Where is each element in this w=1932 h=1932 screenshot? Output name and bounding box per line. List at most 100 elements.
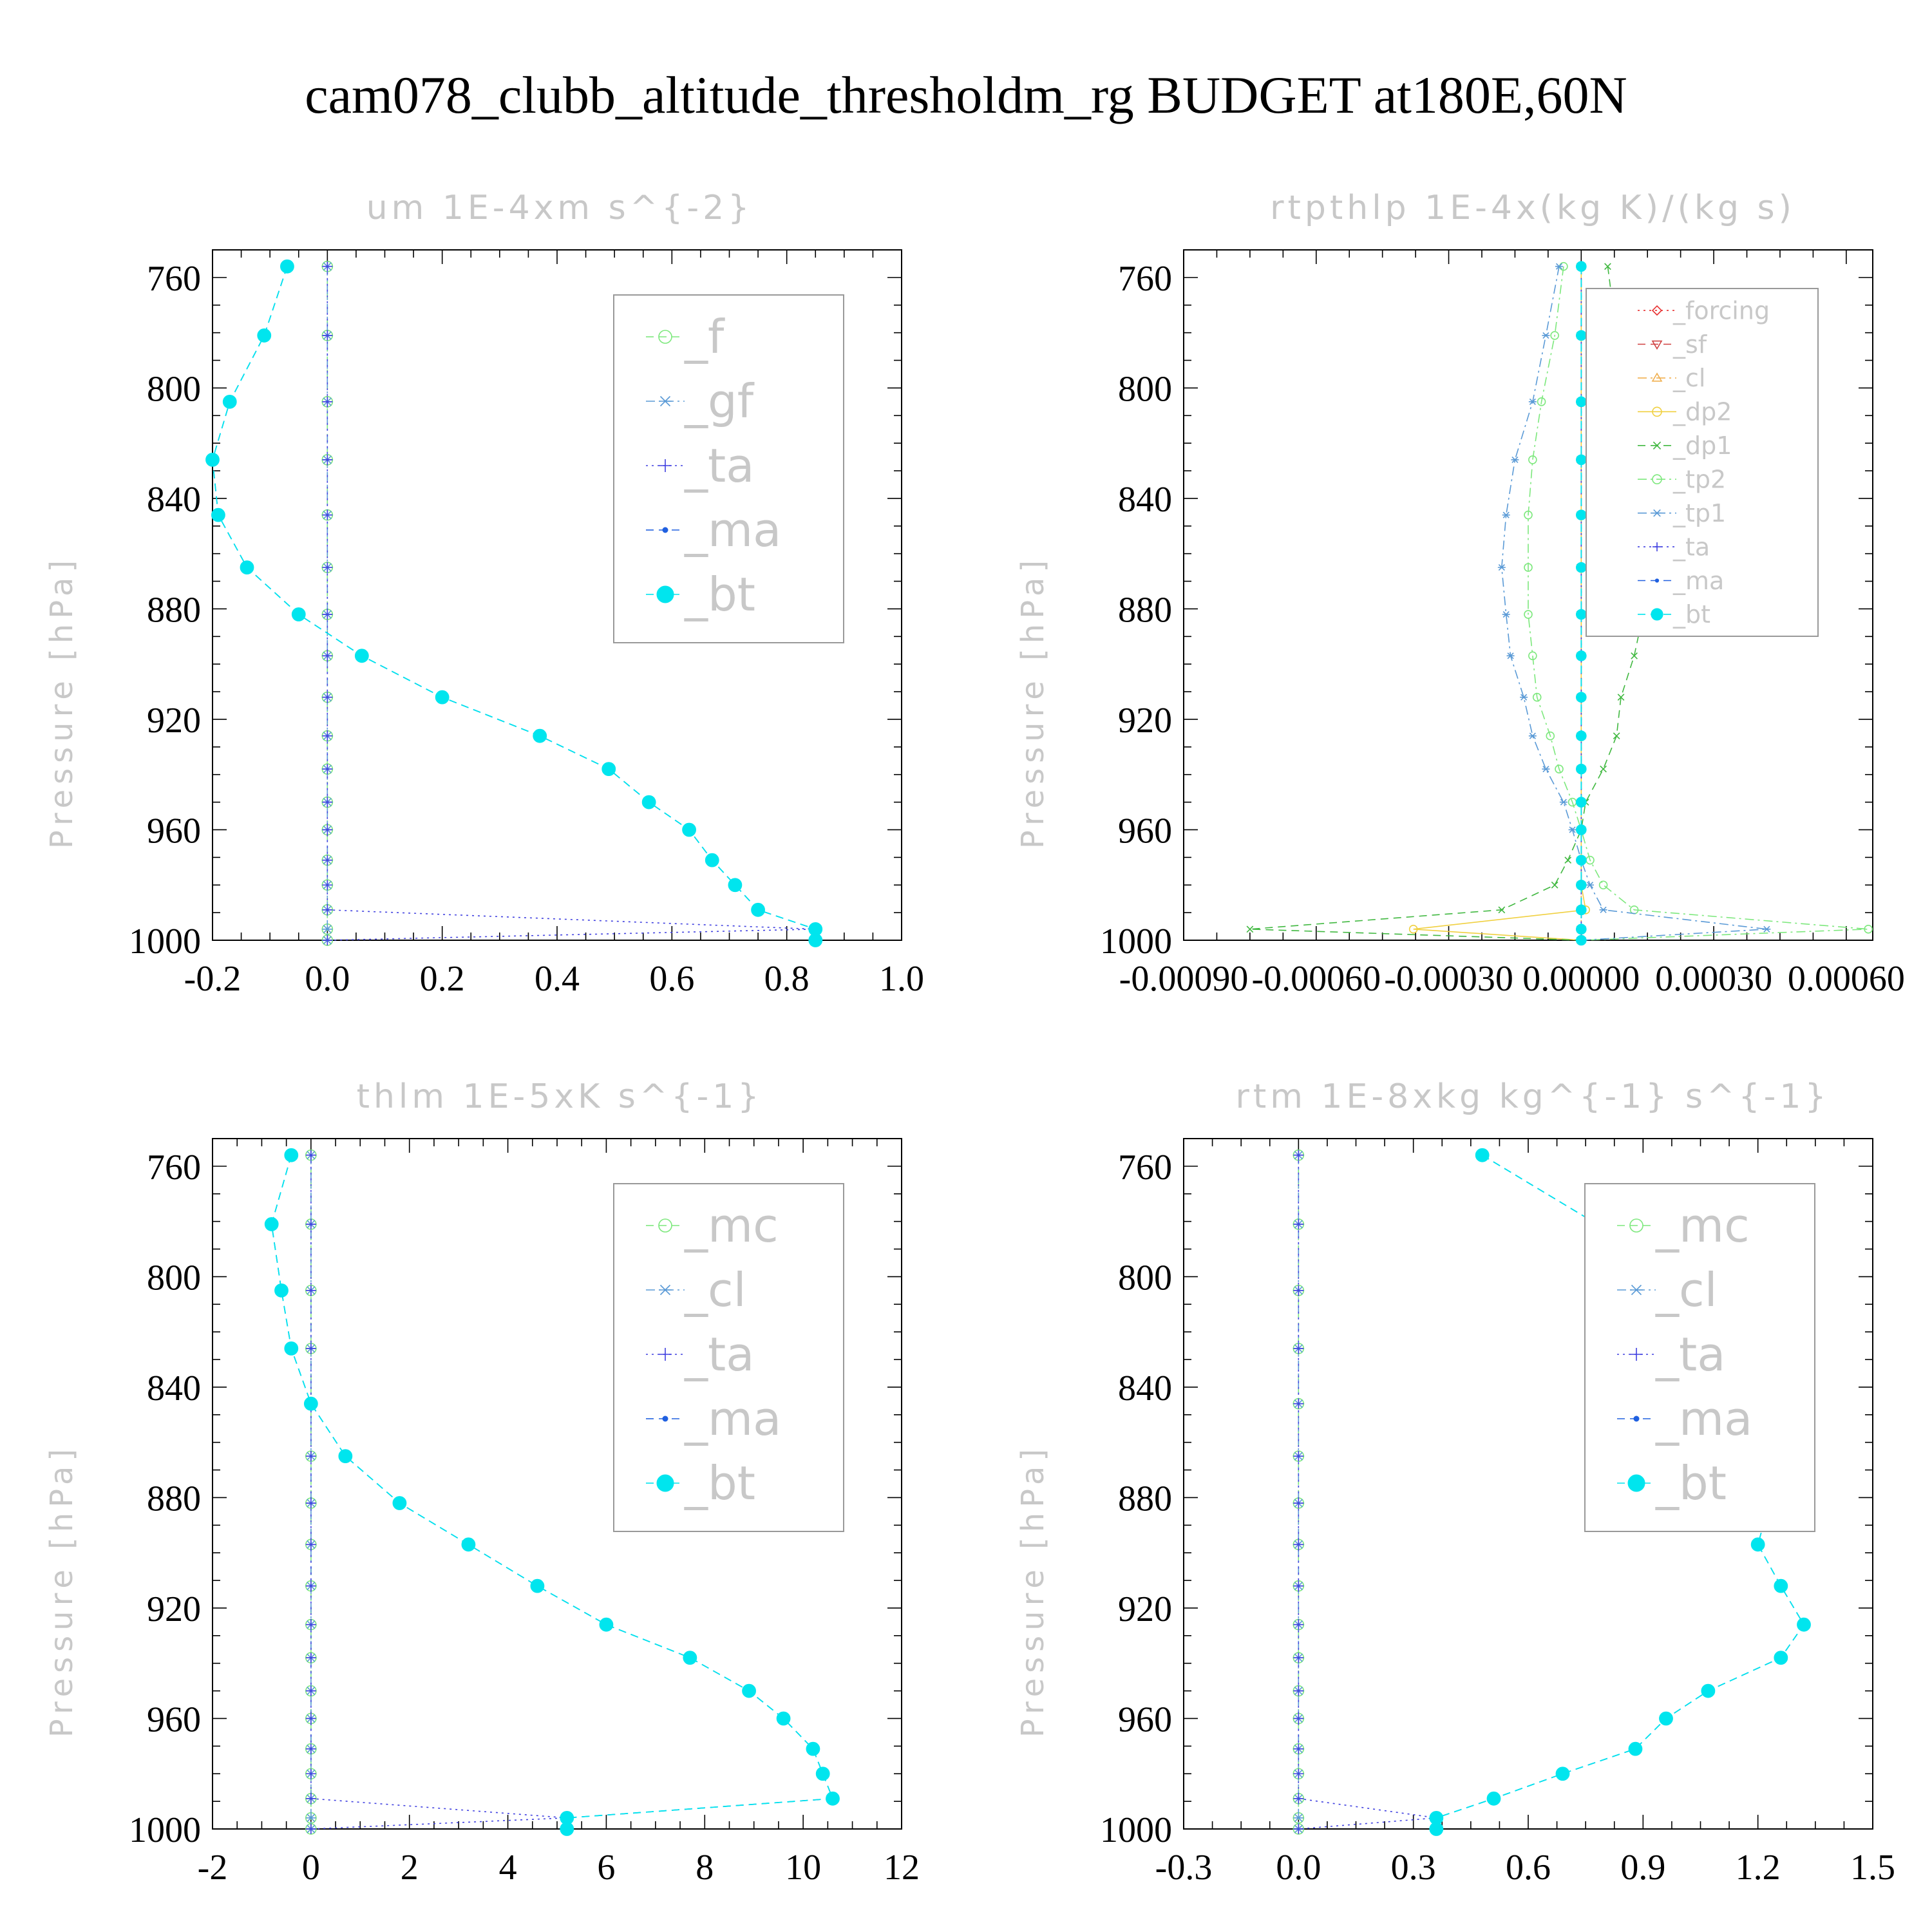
x-tick-label: 0.6 <box>1506 1848 1551 1888</box>
data-point-ta <box>1293 1619 1304 1630</box>
data-point-bt <box>461 1537 476 1552</box>
data-point-dp1 <box>1613 732 1620 740</box>
data-point-ta <box>305 1218 316 1229</box>
data-point-bt <box>1576 509 1587 520</box>
data-point-tp1 <box>1586 882 1595 889</box>
legend-marker-bt <box>1651 608 1663 621</box>
x-tick-label: -2 <box>198 1848 228 1888</box>
data-point-dp1 <box>1604 263 1611 270</box>
data-point-dp1 <box>1600 765 1607 773</box>
panel-thlm: thlm 1E-5xK s^{-1} Pressure [hPa] 760 800… <box>44 1077 920 1888</box>
data-point-bt <box>435 690 450 705</box>
data-point-bt <box>274 1283 289 1298</box>
x-tick-label: 6 <box>597 1848 615 1888</box>
data-point-tp2 <box>1528 651 1537 661</box>
x-tick-label: -0.00060 <box>1251 959 1381 999</box>
data-point-ta <box>1293 1793 1304 1804</box>
legend: _f _gf _ta _ma _bt <box>613 294 844 643</box>
legend-label-mc: _mc <box>684 1198 779 1253</box>
y-tick-label: 920 <box>1118 701 1172 741</box>
data-point-cl <box>305 1814 316 1823</box>
data-point-tp1 <box>1555 263 1564 270</box>
figure-title: cam078_clubb_altitude_thresholdm_rg BUDG… <box>305 66 1627 124</box>
data-point-bt <box>533 728 547 743</box>
panel-title: um 1E-4xm s^{-2} <box>366 189 753 227</box>
data-point-tp2 <box>1524 510 1533 520</box>
x-tick-label: 0.00000 <box>1522 959 1640 999</box>
data-point-ta <box>305 1653 316 1663</box>
y-tick-label: 960 <box>1118 1700 1172 1739</box>
legend-marker-ma <box>1654 578 1660 583</box>
data-point-tp1 <box>1502 511 1510 518</box>
data-point-bt <box>1628 1741 1643 1756</box>
data-point-bt <box>641 795 656 810</box>
y-tick-label: 1000 <box>1100 1810 1172 1850</box>
legend-marker-gf <box>659 395 672 407</box>
data-point-ta <box>305 1743 316 1754</box>
data-point-bt <box>1555 1766 1570 1781</box>
legend: _mc _cl _ta _ma _bt <box>1584 1183 1815 1532</box>
data-point-bt <box>264 1217 279 1231</box>
data-point-ta <box>1293 1713 1304 1724</box>
data-point-ta <box>1293 1285 1304 1296</box>
data-point-bt <box>705 853 719 867</box>
data-point-bt <box>284 1341 299 1356</box>
data-point-ta <box>322 261 333 272</box>
data-point-ta <box>305 1150 316 1160</box>
panel-title: rtm 1E-8xkg kg^{-1} s^{-1} <box>1235 1077 1830 1116</box>
data-point-bt <box>1576 824 1587 835</box>
x-tick-label: 0 <box>302 1848 320 1888</box>
data-point-bt <box>284 1148 299 1162</box>
data-point-bt <box>1576 855 1587 866</box>
data-point-bt <box>742 1683 756 1698</box>
data-point-bt <box>291 607 306 621</box>
data-point-bt <box>1576 454 1587 466</box>
y-tick-label: 840 <box>1118 1368 1172 1408</box>
panel-title: thlm 1E-5xK s^{-1} <box>357 1077 763 1116</box>
data-point-bt <box>815 1766 830 1781</box>
data-point-bt <box>211 507 225 522</box>
data-point-ta <box>305 1824 316 1834</box>
data-point-bt <box>1774 1578 1788 1593</box>
x-tick-label: 0.3 <box>1391 1848 1436 1888</box>
data-point-tp1 <box>1542 332 1550 339</box>
x-tick-label: 0.9 <box>1620 1848 1665 1888</box>
y-tick-label: 1000 <box>1100 922 1172 961</box>
data-point-bt <box>1576 923 1587 935</box>
data-point-ta <box>322 730 333 741</box>
data-point-bt <box>1576 692 1587 703</box>
data-point-bt <box>257 328 272 343</box>
data-point-bt <box>280 259 294 274</box>
data-point-bt <box>1576 763 1587 775</box>
panel-um: um 1E-4xm s^{-2} Pressure [hPa] 760 800 84… <box>44 189 924 999</box>
y-tick-label: 960 <box>1118 811 1172 851</box>
data-point-bt <box>682 822 696 837</box>
data-point-bt <box>808 933 823 947</box>
plot-area: 760 800 840 880 920 960 1000-0.2 0.0 0.2 0.4 0.6 0.… <box>129 249 924 999</box>
legend-label-ma: _ma <box>684 503 781 557</box>
y-axis-label: Pressure [hPa] <box>44 1444 80 1738</box>
data-point-ta <box>305 1768 316 1779</box>
plot-area: 760 800 840 880 920 960 1000-0.00090 -0.00060 -0… <box>1100 249 1905 999</box>
data-point-bt <box>599 1617 614 1632</box>
data-point-ta <box>322 454 333 465</box>
legend-label-gf: _gf <box>684 374 755 428</box>
data-point-bt <box>1576 261 1587 272</box>
data-point-ta <box>322 764 333 775</box>
data-point-ta <box>322 935 333 945</box>
data-point-bt <box>601 762 616 777</box>
data-point-tp2 <box>1537 397 1546 406</box>
plot-frame <box>1183 249 1873 941</box>
legend-marker-cl <box>1630 1284 1643 1296</box>
data-point-gf <box>322 925 333 934</box>
data-point-bt <box>1475 1148 1490 1162</box>
data-point-ta <box>322 509 333 520</box>
data-point-ta <box>322 904 333 915</box>
x-tick-label: -0.00090 <box>1119 959 1249 999</box>
data-point-tp2 <box>1555 764 1564 773</box>
x-tick-label: -0.2 <box>184 959 242 999</box>
legend-label-cl: _cl <box>1672 364 1705 392</box>
legend-marker-mc <box>1629 1218 1643 1233</box>
data-point-tp2 <box>1598 880 1608 890</box>
